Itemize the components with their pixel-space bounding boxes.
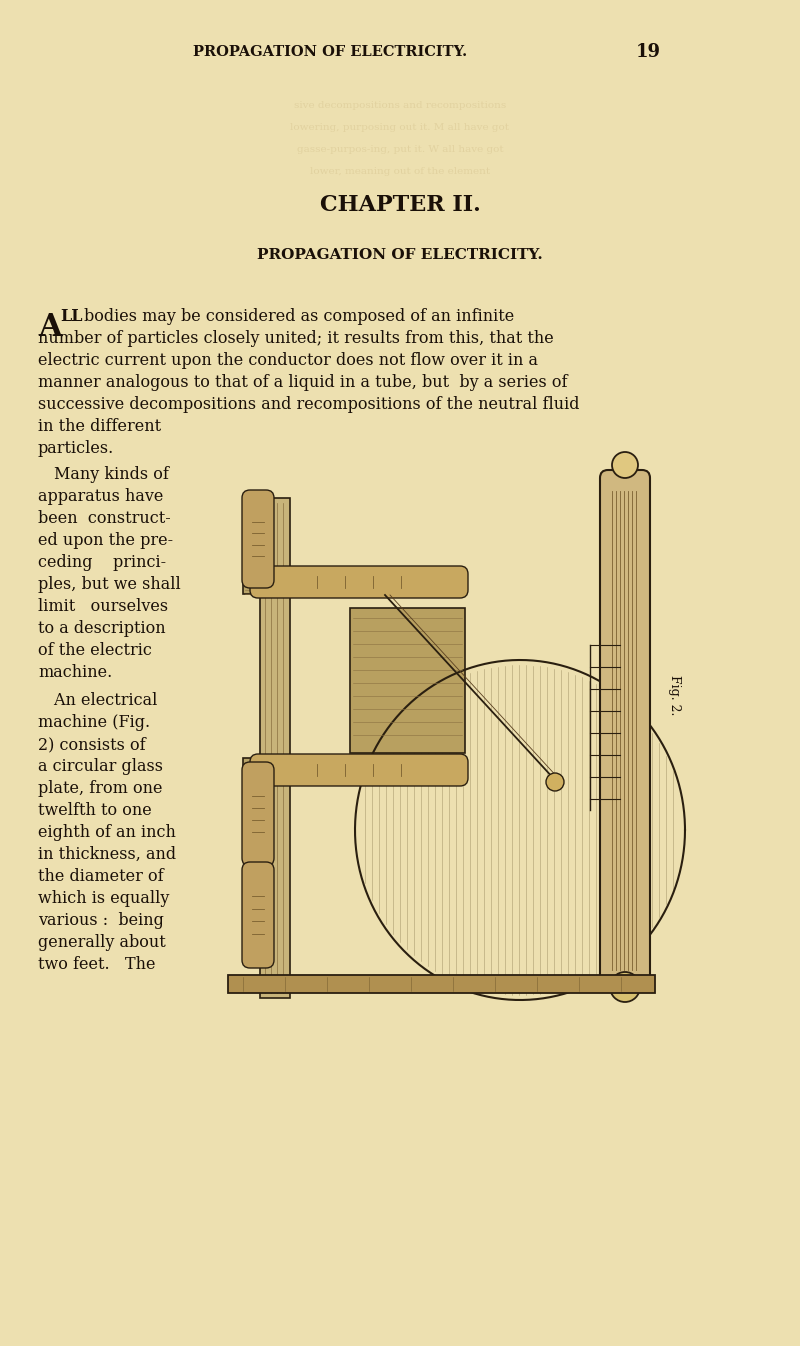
Text: An electrical: An electrical bbox=[38, 692, 158, 709]
Text: successive decompositions and recompositions of the neutral fluid: successive decompositions and recomposit… bbox=[38, 396, 579, 413]
Text: two feet.   The: two feet. The bbox=[38, 956, 155, 973]
Text: machine (Fig.: machine (Fig. bbox=[38, 713, 150, 731]
Text: twelfth to one: twelfth to one bbox=[38, 802, 152, 818]
Text: bodies may be considered as composed of an infinite: bodies may be considered as composed of … bbox=[84, 308, 514, 324]
Text: ed upon the pre-: ed upon the pre- bbox=[38, 532, 173, 549]
Circle shape bbox=[612, 452, 638, 478]
Text: PROPAGATION OF ELECTRICITY.: PROPAGATION OF ELECTRICITY. bbox=[257, 248, 543, 262]
Text: CHAPTER II.: CHAPTER II. bbox=[320, 194, 480, 215]
FancyBboxPatch shape bbox=[242, 861, 274, 968]
Text: ceding    princi-: ceding princi- bbox=[38, 555, 166, 571]
Text: limit   ourselves: limit ourselves bbox=[38, 598, 168, 615]
Bar bbox=[243, 758, 460, 782]
Text: sive decompositions and recompositions: sive decompositions and recompositions bbox=[294, 101, 506, 109]
FancyBboxPatch shape bbox=[600, 470, 650, 983]
Text: to a description: to a description bbox=[38, 621, 166, 637]
Text: generally about: generally about bbox=[38, 934, 166, 952]
Text: which is equally: which is equally bbox=[38, 890, 170, 907]
Text: the diameter of: the diameter of bbox=[38, 868, 164, 886]
FancyBboxPatch shape bbox=[242, 762, 274, 865]
Text: Fig. 2.: Fig. 2. bbox=[669, 674, 682, 715]
Text: Many kinds of: Many kinds of bbox=[38, 466, 169, 483]
Bar bbox=[350, 608, 465, 752]
Text: manner analogous to that of a liquid in a tube, but  by a series of: manner analogous to that of a liquid in … bbox=[38, 374, 567, 390]
Bar bbox=[228, 975, 655, 993]
Text: ples, but we shall: ples, but we shall bbox=[38, 576, 181, 594]
FancyBboxPatch shape bbox=[242, 490, 274, 588]
Bar bbox=[243, 569, 460, 594]
Text: eighth of an inch: eighth of an inch bbox=[38, 824, 176, 841]
Text: a circular glass: a circular glass bbox=[38, 758, 163, 775]
Text: plate, from one: plate, from one bbox=[38, 779, 162, 797]
Circle shape bbox=[610, 972, 640, 1001]
Text: 19: 19 bbox=[635, 43, 661, 61]
Text: in thickness, and: in thickness, and bbox=[38, 847, 176, 863]
Text: electric current upon the conductor does not flow over it in a: electric current upon the conductor does… bbox=[38, 353, 538, 369]
Text: lowering, purposing out it. M all have got: lowering, purposing out it. M all have g… bbox=[290, 122, 510, 132]
Text: PROPAGATION OF ELECTRICITY.: PROPAGATION OF ELECTRICITY. bbox=[193, 44, 467, 59]
Text: various :  being: various : being bbox=[38, 913, 164, 929]
Text: been  construct-: been construct- bbox=[38, 510, 170, 528]
Bar bbox=[260, 498, 290, 997]
Text: particles.: particles. bbox=[38, 440, 114, 458]
Circle shape bbox=[546, 773, 564, 791]
Text: gasse-purpos-ing, put it. W all have got: gasse-purpos-ing, put it. W all have got bbox=[297, 144, 503, 153]
Text: lower, meaning out of the element: lower, meaning out of the element bbox=[310, 167, 490, 175]
Text: machine.: machine. bbox=[38, 664, 112, 681]
Text: A: A bbox=[38, 312, 62, 343]
FancyBboxPatch shape bbox=[250, 754, 468, 786]
Text: in the different: in the different bbox=[38, 419, 161, 435]
Text: apparatus have: apparatus have bbox=[38, 489, 163, 505]
Text: LL: LL bbox=[60, 308, 82, 324]
Text: of the electric: of the electric bbox=[38, 642, 152, 660]
Text: 2) consists of: 2) consists of bbox=[38, 736, 146, 752]
Text: number of particles closely united; it results from this, that the: number of particles closely united; it r… bbox=[38, 330, 554, 347]
FancyBboxPatch shape bbox=[250, 567, 468, 598]
